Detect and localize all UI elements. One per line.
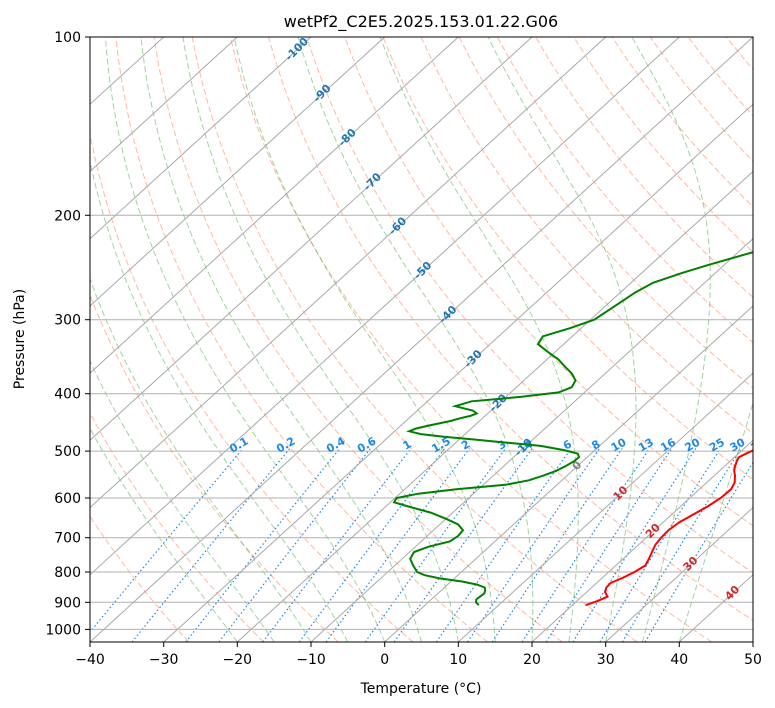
pressure-gridlines (90, 37, 753, 630)
y-tick-label: 500 (54, 444, 81, 460)
moist-adiabat (233, 37, 496, 642)
isotherm-line (236, 170, 753, 642)
x-tick-label: 0 (380, 652, 389, 668)
moist-adiabat (379, 37, 579, 642)
y-tick-label: 600 (54, 491, 81, 507)
moist-adiabat (182, 37, 459, 642)
dry-adiabat (191, 37, 638, 642)
x-tick-label: 30 (597, 652, 615, 668)
mixing-ratio-line (521, 448, 651, 642)
dry-adiabats (90, 37, 753, 642)
isotherm-line (605, 506, 753, 642)
x-tick-label: −40 (75, 652, 105, 668)
x-tick-label: 10 (449, 652, 467, 668)
x-axis-ticks: −40 −30 −20 −10 0 10 20 30 40 50 (75, 642, 762, 668)
isotherm-line (384, 305, 753, 642)
y-tick-label: 700 (54, 531, 81, 547)
dry-adiabat (268, 37, 753, 622)
dry-adiabat (153, 37, 563, 642)
y-tick-label: 800 (54, 565, 81, 581)
moist-adiabat (678, 401, 753, 642)
isotherm-line (90, 37, 386, 307)
x-tick-label: 40 (670, 652, 688, 668)
mixing-ratio-line (185, 448, 341, 642)
mixing-ratio-line (572, 448, 697, 642)
moist-adiabat (487, 37, 637, 642)
moist-adiabat (90, 158, 349, 642)
isotherm-line (90, 37, 753, 642)
dry-adiabat (115, 37, 488, 642)
isotherm-line (310, 237, 753, 642)
isotherm-line (531, 439, 753, 642)
mixing-ratio-line (325, 448, 470, 642)
isotherm-line (90, 37, 533, 442)
y-tick-label: 200 (54, 208, 81, 224)
mixing-ratio-line (599, 448, 722, 642)
isotherm-line (90, 37, 238, 173)
x-tick-label: 50 (744, 652, 762, 668)
dry-adiabat (535, 37, 753, 298)
isotherm-line (90, 37, 459, 374)
skewed-isotherms (90, 37, 753, 642)
mixing-ratio-line (435, 448, 572, 642)
y-tick-label: 1000 (45, 622, 81, 638)
mixing-ratio-line (364, 448, 507, 642)
mixing-ratio-line (545, 448, 673, 642)
isotherm-line (90, 37, 680, 576)
x-tick-label: −20 (223, 652, 253, 668)
moist-adiabat (297, 37, 534, 642)
y-axis-ticks: 100 200 300 400 500 600 700 800 900 1000 (45, 30, 90, 638)
dry-adiabat (90, 515, 190, 642)
x-axis-label: Temperature (°C) (360, 681, 482, 697)
mixing-ratio-line (621, 448, 742, 642)
x-tick-label: 20 (523, 652, 541, 668)
dry-adiabat (90, 412, 264, 642)
isotherm-line (457, 372, 753, 642)
y-axis-label: Pressure (hPa) (12, 289, 28, 389)
isotherm-line (90, 37, 312, 240)
x-tick-label: −10 (296, 652, 326, 668)
mixing-ratio-line (491, 448, 623, 642)
dewpoint-line (392, 251, 753, 606)
dry-adiabat (306, 37, 753, 574)
isotherm-line (90, 37, 607, 509)
plot-frame (89, 36, 754, 643)
y-tick-label: 400 (54, 387, 81, 403)
moist-adiabat (140, 37, 422, 642)
mixing-ratio-label: 36 (748, 435, 768, 454)
x-tick-label: −30 (149, 652, 179, 668)
moist-adiabat (104, 37, 386, 642)
dry-adiabat (458, 37, 753, 389)
moist-adiabat (90, 427, 238, 642)
y-tick-label: 900 (54, 595, 81, 611)
dry-adiabat (496, 37, 753, 344)
chart-title: wetPf2_C2E5.2025.153.01.22.G06 (284, 12, 558, 32)
dry-adiabat (90, 293, 339, 642)
isotherm-line (163, 103, 753, 642)
y-tick-label: 100 (54, 30, 81, 46)
y-tick-label: 300 (54, 313, 81, 329)
temperature-line (585, 449, 753, 607)
moist-adiabat (90, 359, 275, 642)
mixing-ratio-line (467, 448, 600, 642)
